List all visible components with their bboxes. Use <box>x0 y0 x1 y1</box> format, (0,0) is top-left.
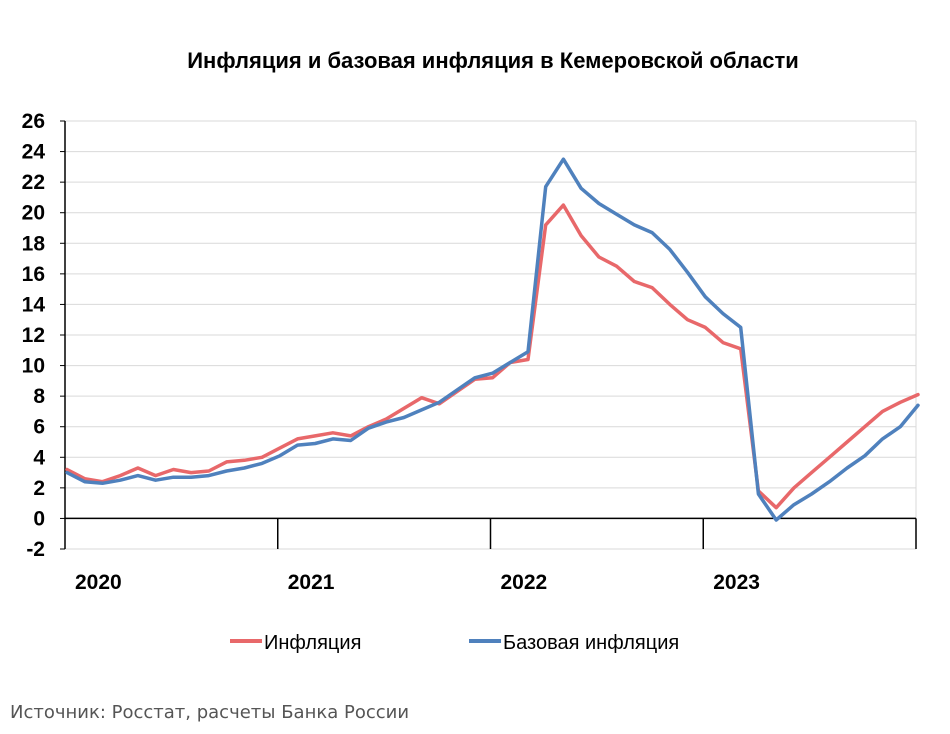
y-tick-label: -2 <box>26 538 45 561</box>
x-tick-label: 2022 <box>501 571 548 594</box>
y-tick-label: 16 <box>22 263 45 286</box>
y-tick-label: 10 <box>22 355 45 378</box>
gridlines <box>65 120 917 550</box>
y-tick-label: 8 <box>33 385 45 408</box>
y-tick-label: 2 <box>33 477 45 500</box>
y-tick-label: 18 <box>22 232 46 255</box>
x-tick-label: 2021 <box>288 571 335 594</box>
series-lines <box>65 157 920 522</box>
y-tick-label: 6 <box>33 416 45 439</box>
y-tick-label: 12 <box>22 324 45 347</box>
x-tick-label: 2020 <box>75 571 122 594</box>
y-tick-label: 24 <box>22 141 46 164</box>
series-line-core-inflation <box>65 157 920 522</box>
chart-title: Инфляция и базовая инфляция в Кемеровско… <box>187 48 799 73</box>
source-note: Источник: Росстат, расчеты Банка России <box>10 702 409 723</box>
y-tick-label: 26 <box>22 110 45 133</box>
series-line-inflation <box>65 203 920 510</box>
y-tick-label: 14 <box>22 293 46 316</box>
y-tick-label: 22 <box>22 171 45 194</box>
legend-label-core-inflation: Базовая инфляция <box>503 632 679 654</box>
y-tick-label: 20 <box>22 202 45 225</box>
legend: Инфляция Базовая инфляция <box>230 632 679 654</box>
x-tick-label: 2023 <box>713 571 760 594</box>
y-tick-label: 0 <box>33 507 45 530</box>
legend-label-inflation: Инфляция <box>264 632 361 654</box>
y-tick-label: 4 <box>33 446 45 469</box>
